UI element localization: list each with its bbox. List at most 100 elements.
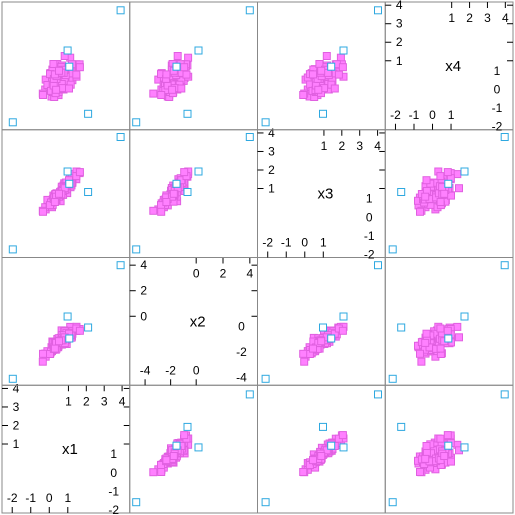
data-point: [169, 452, 178, 460]
outlier-point: [444, 179, 453, 188]
data-point: [436, 198, 445, 206]
data-point: [162, 456, 171, 465]
tick-label-high: 1: [65, 394, 72, 408]
panel-frame: [384, 1, 514, 131]
tick-label-high: 2: [466, 11, 473, 25]
data-point: [299, 91, 308, 99]
data-point: [416, 207, 424, 216]
outlier-point: [261, 374, 270, 383]
tick-label-high-left: 4: [268, 126, 275, 140]
data-point: [180, 168, 189, 177]
panel-x4-vs-x2: [384, 257, 514, 386]
panel-frame: [129, 384, 258, 514]
data-point: [436, 344, 445, 353]
panel-x2-vs-x3: [129, 129, 258, 258]
tick-label-low-right: -2: [364, 247, 375, 261]
outlier-point: [245, 6, 254, 15]
tick-label-low-right: 0: [110, 466, 117, 480]
tick-label-high-left: 4: [13, 381, 20, 395]
outlier-point: [327, 334, 336, 343]
outlier-point: [116, 133, 125, 141]
tick-label-low-right: 1: [494, 64, 501, 78]
tick-label-low: -2: [7, 491, 18, 505]
panel-frame: [384, 257, 514, 386]
data-point: [422, 329, 431, 338]
tick-label-low: -1: [281, 236, 292, 250]
outlier-point: [374, 6, 382, 15]
tick-label-high: 2: [83, 394, 90, 408]
outlier-point: [261, 118, 270, 127]
outlier-point: [374, 390, 382, 399]
data-point: [39, 349, 47, 358]
data-point: [314, 85, 323, 94]
outlier-point: [327, 441, 336, 450]
data-point: [443, 168, 452, 177]
tick-label-low-right: -2: [492, 120, 503, 134]
data-point: [50, 344, 59, 353]
tick-label-low-right: -1: [108, 484, 119, 498]
outlier-point: [116, 261, 125, 270]
data-point: [436, 172, 445, 181]
outlier-point: [84, 323, 93, 332]
data-point: [421, 454, 430, 463]
data-point: [338, 326, 347, 335]
outlier-point: [194, 46, 203, 55]
tick-label-high-left: 2: [268, 163, 275, 177]
data-point: [421, 192, 430, 201]
tick-label-high-left: 0: [140, 309, 147, 323]
data-point: [157, 91, 166, 99]
tick-label-low: 0: [193, 363, 200, 377]
tick-label-high: 4: [246, 267, 253, 281]
data-point: [169, 189, 178, 198]
tick-label-low: -1: [25, 491, 36, 505]
data-point: [317, 66, 326, 75]
outlier-point: [388, 498, 397, 507]
data-point: [440, 189, 449, 198]
outlier-point: [172, 62, 181, 71]
tick-label-high-left: 2: [13, 418, 20, 432]
outlier-point: [261, 498, 270, 507]
outlier-point: [63, 46, 72, 55]
data-point: [422, 442, 431, 450]
tick-label-high-left: 3: [13, 400, 20, 414]
tick-label-high: 3: [484, 11, 491, 25]
panel-frame: [129, 1, 258, 131]
outlier-point: [500, 390, 509, 399]
panel-x2-vs-x2: x2 0 2 4 0 2 4 -4 -2 0 0 -2 -4: [129, 257, 258, 386]
tick-label-low: -2: [165, 363, 176, 377]
data-point: [38, 357, 47, 366]
data-point: [162, 198, 171, 206]
outlier-point: [132, 118, 141, 127]
data-point: [322, 52, 331, 60]
data-point: [39, 91, 47, 99]
outlier-point: [8, 374, 17, 383]
data-point: [416, 349, 424, 358]
tick-label-low-right: -2: [108, 503, 119, 515]
tick-label-high-left: 2: [140, 284, 147, 298]
outlier-point: [388, 245, 397, 254]
data-point: [157, 468, 166, 476]
variable-label-x4: x4: [445, 58, 461, 75]
outlier-point: [388, 374, 397, 383]
tick-label-low-right: 0: [494, 83, 501, 97]
outlier-point: [63, 312, 72, 321]
data-point: [182, 70, 191, 79]
data-point: [455, 184, 463, 193]
outlier-point: [65, 334, 74, 343]
panel-frame: [257, 257, 386, 386]
data-point: [309, 344, 317, 353]
tick-label-low: 1: [448, 108, 455, 122]
variable-label-x1: x1: [62, 441, 78, 458]
outlier-point: [245, 390, 254, 399]
data-point: [317, 452, 326, 460]
data-point: [173, 52, 182, 60]
data-point: [299, 349, 308, 358]
data-point: [338, 431, 347, 440]
outlier-point: [65, 62, 74, 71]
data-point: [421, 338, 430, 347]
tick-label-high: 2: [220, 267, 227, 281]
tick-label-high-left: 2: [396, 35, 403, 49]
tick-label-low-right: -2: [236, 345, 247, 359]
